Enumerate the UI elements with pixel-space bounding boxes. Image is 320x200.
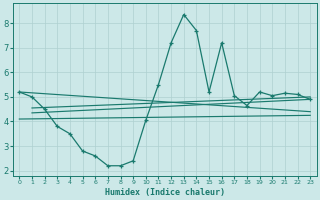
X-axis label: Humidex (Indice chaleur): Humidex (Indice chaleur) [105,188,225,197]
